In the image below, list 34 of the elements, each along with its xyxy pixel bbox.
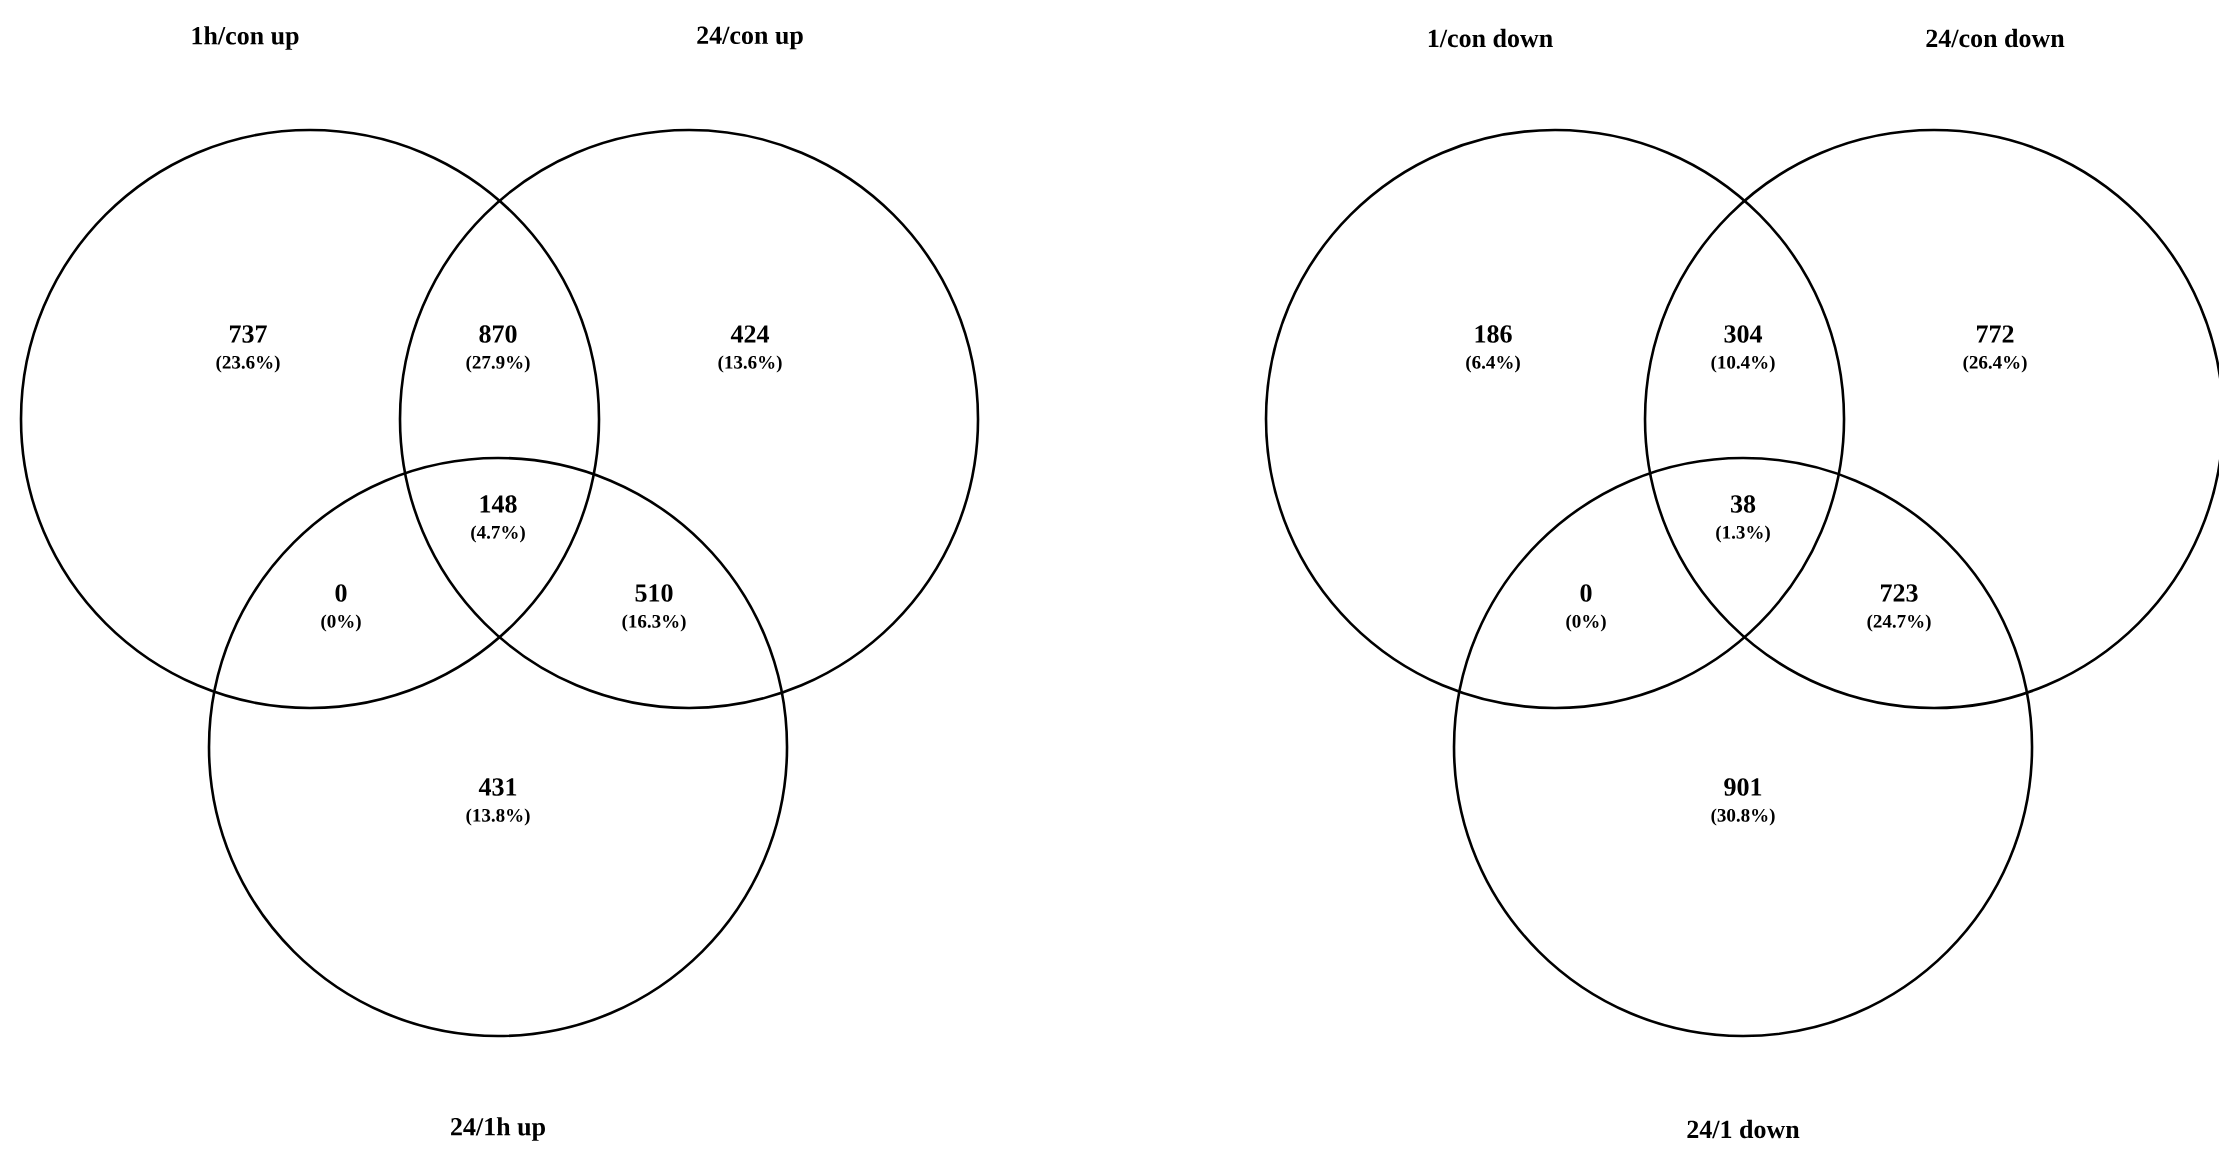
data-label: 737 bbox=[229, 325, 267, 343]
text: (27.9%) bbox=[466, 355, 530, 373]
text: (16.3%) bbox=[622, 614, 686, 632]
text: (6.4%) bbox=[1466, 355, 1520, 373]
text: (24.7%) bbox=[1867, 614, 1931, 632]
data-label: 186 bbox=[1475, 325, 1512, 343]
text: (0%) bbox=[1566, 614, 1606, 632]
data-label: 723 bbox=[1881, 584, 1918, 602]
text: 24/1 down bbox=[1687, 1119, 1800, 1139]
text: (4.7%) bbox=[471, 525, 525, 543]
text: (0%) bbox=[321, 614, 361, 632]
data-label: 0 bbox=[335, 584, 347, 602]
data-label: 901 bbox=[1724, 778, 1762, 796]
text: 24/con down bbox=[1926, 28, 2065, 48]
text: 24/con up bbox=[697, 26, 803, 50]
text: (30.8%) bbox=[1711, 808, 1775, 826]
data-label: 431 bbox=[478, 778, 517, 796]
text: 1h/con up bbox=[192, 26, 299, 50]
data-label: 772 bbox=[1977, 325, 2014, 343]
data-label: 38 bbox=[1731, 495, 1756, 513]
text: 24/1h up bbox=[451, 1117, 545, 1141]
text: (23.6%) bbox=[216, 355, 280, 373]
data-label: 304 bbox=[1724, 325, 1763, 343]
data-label: 510 bbox=[635, 584, 673, 602]
text: (13.6%) bbox=[718, 355, 782, 373]
text: (26.4%) bbox=[1963, 355, 2027, 373]
text: (13.8%) bbox=[466, 808, 530, 826]
text: 1/con down bbox=[1428, 28, 1553, 48]
data-label: 0 bbox=[1580, 584, 1592, 602]
data-label: 148 bbox=[480, 495, 517, 513]
data-label: 870 bbox=[479, 325, 517, 343]
data-label: 424 bbox=[730, 325, 770, 343]
text: (1.3%) bbox=[1716, 525, 1770, 543]
text: (10.4%) bbox=[1711, 355, 1775, 373]
